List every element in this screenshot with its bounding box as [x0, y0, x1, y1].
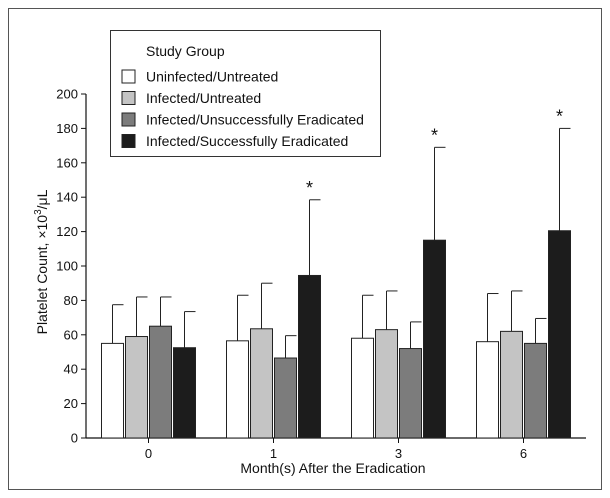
bar	[298, 274, 321, 439]
legend-title: Study Group	[146, 43, 225, 59]
axis-labels: Month(s) After the Eradication Platelet …	[33, 189, 426, 476]
x-tick-label: 3	[395, 446, 402, 461]
legend-swatch	[121, 69, 136, 84]
y-tick-label: 100	[56, 259, 78, 274]
bar	[226, 340, 249, 439]
y-tick-label: 20	[64, 396, 78, 411]
legend-swatch	[121, 134, 136, 148]
bar	[524, 342, 547, 439]
legend-label: Uninfected/Untreated	[146, 69, 278, 85]
legend-box	[110, 30, 381, 157]
y-tick-label: 60	[64, 327, 78, 342]
y-tick-label: 80	[64, 293, 78, 308]
significance-marker: *	[306, 178, 313, 198]
y-tick-label: 200	[56, 87, 78, 102]
x-tick-label: 1	[270, 446, 277, 461]
legend-swatch	[121, 112, 136, 127]
y-axis-title-main: Platelet Count, ×10	[34, 215, 50, 335]
bar	[274, 357, 297, 439]
legend-label: Infected/Untreated	[146, 90, 261, 106]
bar	[476, 341, 499, 439]
significance-marker: *	[556, 106, 563, 126]
x-axis-title: Month(s) After the Eradication	[240, 460, 425, 476]
bar	[500, 330, 523, 439]
y-axis-title-unit: /μL	[34, 189, 50, 209]
y-axis-title: Platelet Count, ×103/μL	[33, 189, 50, 334]
y-axis-title-sup: 3	[33, 209, 44, 215]
bar	[173, 347, 196, 439]
y-tick-label: 40	[64, 362, 78, 377]
y-tick-label: 0	[71, 431, 78, 446]
legend: Study Group Uninfected/Untreated Infected…	[110, 30, 381, 157]
bar	[101, 342, 124, 439]
y-tick-label: 180	[56, 121, 78, 136]
y-tick-label: 120	[56, 224, 78, 239]
legend-swatch	[121, 91, 136, 105]
y-tick-label: 140	[56, 190, 78, 205]
legend-label: Infected/Unsuccessfully Eradicated	[146, 112, 364, 128]
legend-label: Infected/Successfully Eradicated	[146, 133, 348, 149]
bar	[149, 325, 172, 439]
bar	[548, 230, 571, 439]
x-tick-label: 0	[145, 446, 152, 461]
bar	[250, 328, 273, 439]
y-tick-label: 160	[56, 155, 78, 170]
x-tick-label: 6	[520, 446, 527, 461]
bars: * * *	[101, 106, 571, 439]
bar	[351, 337, 374, 439]
bar	[399, 348, 422, 439]
bar	[125, 336, 148, 439]
significance-marker: *	[431, 125, 438, 145]
bar	[375, 329, 398, 439]
bar	[423, 239, 446, 439]
